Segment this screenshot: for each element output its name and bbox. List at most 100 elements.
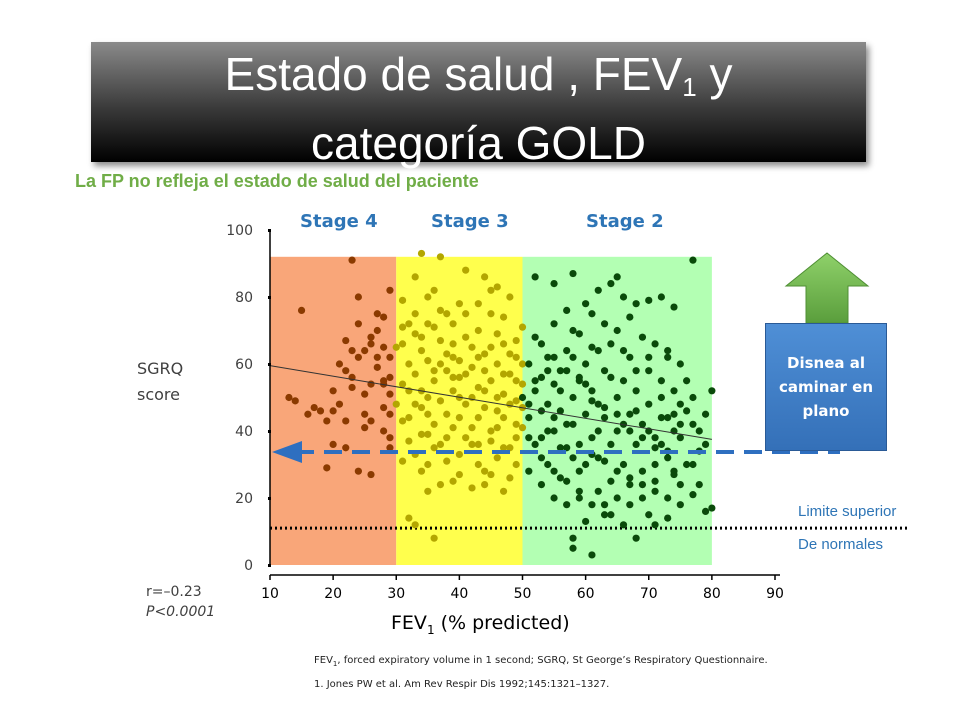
data-point-2-9 [550, 380, 558, 388]
up-arrow-icon [784, 252, 870, 324]
data-point-2-123 [563, 420, 571, 428]
data-point-1-17 [443, 367, 451, 375]
data-point-1-20 [449, 387, 457, 395]
data-point-1-126 [474, 353, 482, 361]
data-point-2-97 [563, 306, 571, 314]
data-point-2-147 [582, 380, 590, 388]
data-point-1-80 [499, 370, 508, 378]
data-point-1-10 [424, 410, 432, 418]
data-point-1-132 [512, 397, 520, 405]
data-point-2-133 [544, 427, 552, 435]
data-point-0-23 [380, 343, 388, 351]
data-point-2-169 [638, 494, 647, 502]
data-point-2-82 [645, 511, 653, 519]
stage-2-label: Stage 2 [586, 211, 664, 232]
data-point-2-87 [582, 300, 590, 308]
data-point-0-10 [348, 347, 356, 355]
data-point-1-118 [493, 407, 501, 415]
data-point-1-76 [405, 360, 413, 368]
data-point-0-16 [367, 380, 375, 388]
data-point-1-43 [506, 400, 514, 408]
data-point-0-35 [367, 417, 375, 425]
data-point-2-21 [582, 410, 590, 418]
data-point-2-119 [689, 393, 697, 402]
data-point-0-36 [380, 377, 388, 385]
data-point-1-100 [518, 424, 527, 432]
data-point-2-33 [613, 427, 621, 435]
data-point-0-19 [373, 353, 381, 361]
data-point-1-82 [424, 320, 432, 328]
data-point-1-123 [398, 457, 407, 465]
data-point-2-148 [607, 373, 615, 381]
data-point-1-127 [499, 390, 508, 398]
data-point-1-14 [430, 420, 438, 428]
data-point-1-49 [506, 293, 514, 301]
data-point-2-28 [600, 367, 609, 375]
y-tick-80 [268, 296, 271, 299]
data-point-0-12 [354, 320, 362, 328]
data-point-2-99 [588, 343, 596, 351]
footnote-abbreviations: FEV1, forced expiratory volume in 1 seco… [314, 655, 768, 668]
dashed-arrow-head [272, 441, 302, 463]
title-line2: categoría GOLD [311, 117, 646, 169]
data-point-1-15 [436, 397, 445, 405]
data-point-2-66 [651, 521, 659, 529]
data-point-1-21 [449, 353, 457, 361]
data-point-1-99 [506, 444, 514, 452]
data-point-2-43 [645, 367, 653, 375]
data-point-2-18 [569, 326, 577, 335]
data-point-2-158 [670, 410, 678, 418]
data-point-1-7 [417, 430, 426, 438]
data-point-2-135 [569, 454, 577, 462]
data-point-1-130 [411, 330, 419, 338]
data-point-2-39 [632, 387, 640, 395]
data-point-0-17 [367, 333, 375, 341]
data-point-1-114 [443, 350, 451, 358]
data-point-0-15 [361, 390, 369, 398]
data-point-0-2 [316, 407, 325, 415]
data-point-0-40 [335, 400, 344, 408]
data-point-2-54 [683, 460, 691, 469]
data-point-1-129 [436, 360, 445, 368]
data-point-1-92 [417, 467, 426, 475]
data-point-2-79 [575, 487, 583, 495]
data-point-1-81 [449, 340, 457, 348]
data-point-0-47 [354, 353, 362, 361]
data-point-1-79 [481, 387, 489, 395]
data-point-1-45 [512, 420, 520, 428]
data-point-1-37 [493, 360, 501, 368]
title-line1: Estado de salud , FEV1 y [224, 48, 733, 102]
data-point-2-151 [544, 367, 552, 375]
data-point-1-61 [449, 477, 457, 485]
data-point-1-95 [455, 470, 463, 479]
x-tick-label-70: 70 [640, 586, 658, 602]
data-point-2-89 [607, 280, 615, 288]
data-point-0-6 [335, 360, 344, 368]
data-point-2-102 [626, 313, 634, 321]
data-point-1-98 [493, 424, 501, 432]
y-axis-label: SGRQ score [137, 359, 184, 404]
data-point-2-105 [664, 347, 672, 355]
data-point-2-17 [569, 420, 577, 428]
stage-band-2 [396, 256, 523, 565]
data-point-1-46 [512, 460, 520, 469]
data-point-1-69 [411, 521, 419, 529]
data-point-1-84 [462, 434, 470, 442]
data-point-1-72 [506, 474, 514, 482]
data-point-2-69 [607, 511, 615, 519]
data-point-2-27 [594, 454, 602, 462]
data-point-1-26 [462, 400, 470, 408]
data-point-2-127 [613, 467, 621, 475]
data-point-2-30 [607, 340, 615, 348]
data-point-0-45 [380, 427, 388, 435]
data-point-1-3 [405, 320, 413, 328]
correlation-stats: r=–0.23 P<0.0001 [146, 582, 215, 622]
p-value: P<0.0001 [146, 604, 216, 620]
data-point-1-71 [481, 481, 489, 489]
y-tick-label-0: 0 [244, 558, 253, 574]
data-point-2-26 [594, 400, 602, 408]
data-point-1-52 [455, 300, 463, 308]
data-point-2-86 [569, 269, 577, 278]
data-point-2-10 [550, 320, 558, 328]
